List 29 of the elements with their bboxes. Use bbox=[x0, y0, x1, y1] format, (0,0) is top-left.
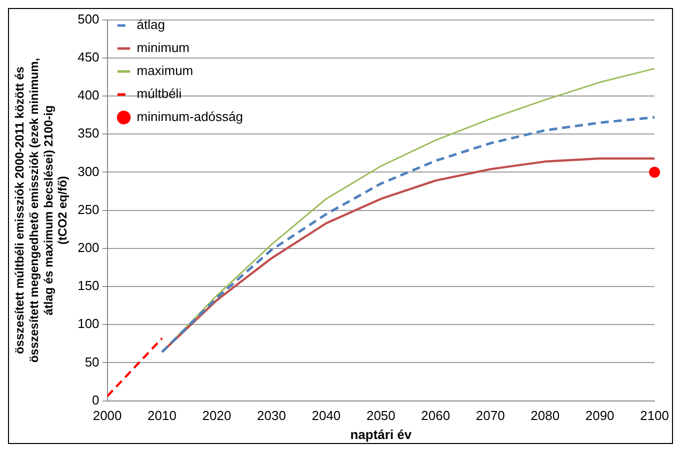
x-tick-label: 2030 bbox=[257, 408, 286, 424]
x-tick-label: 2090 bbox=[585, 408, 614, 424]
x-tick-label: 2000 bbox=[92, 408, 122, 424]
y-axis-title: összesített múltbéli emissziók 2000-2011 között és összesített megengedhető emissziók (ezek minimum, átlag és maximum becslései) 2100-ig (tCO2 eq/fő) bbox=[12, 58, 70, 363]
x-axis-title: naptári év bbox=[350, 426, 412, 442]
y-tick-label: 100 bbox=[78, 316, 100, 332]
y-tick-label: 50 bbox=[84, 354, 100, 370]
y-tick-label: 350 bbox=[78, 126, 100, 141]
legend-label: minimum-adósság bbox=[136, 109, 243, 124]
y-tick-label: 400 bbox=[78, 88, 100, 103]
legend-label: múltbéli bbox=[136, 86, 182, 102]
legend-label: minimum bbox=[136, 40, 190, 56]
x-tick-label: 2020 bbox=[202, 408, 232, 424]
x-tick-label: 2040 bbox=[312, 408, 341, 424]
x-tick-label: 2100 bbox=[640, 408, 669, 424]
y-tick-label: 300 bbox=[78, 164, 100, 179]
y-tick-label: 150 bbox=[78, 278, 100, 294]
y-tick-label: 250 bbox=[78, 202, 100, 217]
y-tick-label: 500 bbox=[78, 11, 100, 26]
x-tick-label: 2060 bbox=[421, 408, 450, 424]
x-tick-label: 2080 bbox=[530, 408, 560, 424]
y-tick-label: 200 bbox=[78, 240, 100, 255]
x-tick-label: 2050 bbox=[366, 408, 396, 424]
y-tick-label: 450 bbox=[78, 49, 100, 64]
legend-label: maximum bbox=[136, 63, 194, 78]
x-tick-label: 2010 bbox=[148, 408, 176, 424]
x-tick-label: 2070 bbox=[476, 408, 505, 424]
legend-label: átlag bbox=[136, 17, 165, 32]
y-tick-label: 0 bbox=[92, 392, 100, 408]
